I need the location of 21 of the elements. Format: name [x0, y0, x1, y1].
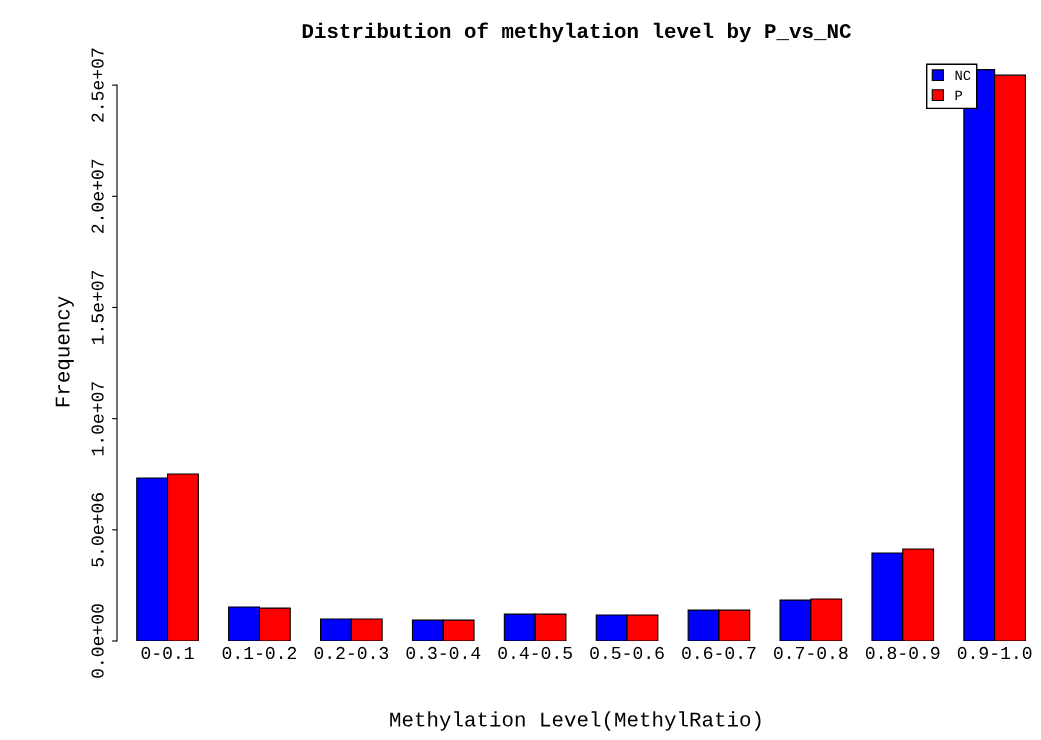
x-tick-label: 0.8-0.9	[865, 646, 940, 660]
y-tick-label: 2.5e+07	[91, 48, 104, 122]
legend-label: NC	[955, 70, 971, 81]
x-tick-label: 0.6-0.7	[682, 646, 756, 660]
x-tick-label: 0.1-0.2	[222, 646, 297, 660]
x-tick-label: 0.5-0.6	[590, 646, 664, 660]
y-tick-label: 1.0e+07	[91, 382, 104, 456]
chart-title: Distribution of methylation level by P_vs_NC	[302, 22, 851, 43]
y-tick-label: 0.0e+00	[91, 604, 104, 678]
x-tick-label: 0.2-0.3	[314, 646, 389, 660]
x-tick-label: 0-0.1	[141, 646, 194, 660]
x-tick-label: 0.9-1.0	[957, 646, 1032, 660]
y-tick-label: 5.0e+06	[91, 493, 104, 567]
x-tick-label: 0.7-0.8	[774, 646, 848, 660]
y-tick-label: 2.0e+07	[91, 159, 104, 233]
x-axis-title: Methylation Level(MethylRatio)	[390, 711, 761, 731]
y-tick-label: 1.5e+07	[91, 270, 104, 345]
y-axis-title: Frequency	[55, 296, 74, 407]
x-tick-label: 0.3-0.4	[406, 646, 481, 660]
x-tick-label: 0.4-0.5	[498, 646, 572, 660]
legend-label: P	[955, 90, 963, 100]
